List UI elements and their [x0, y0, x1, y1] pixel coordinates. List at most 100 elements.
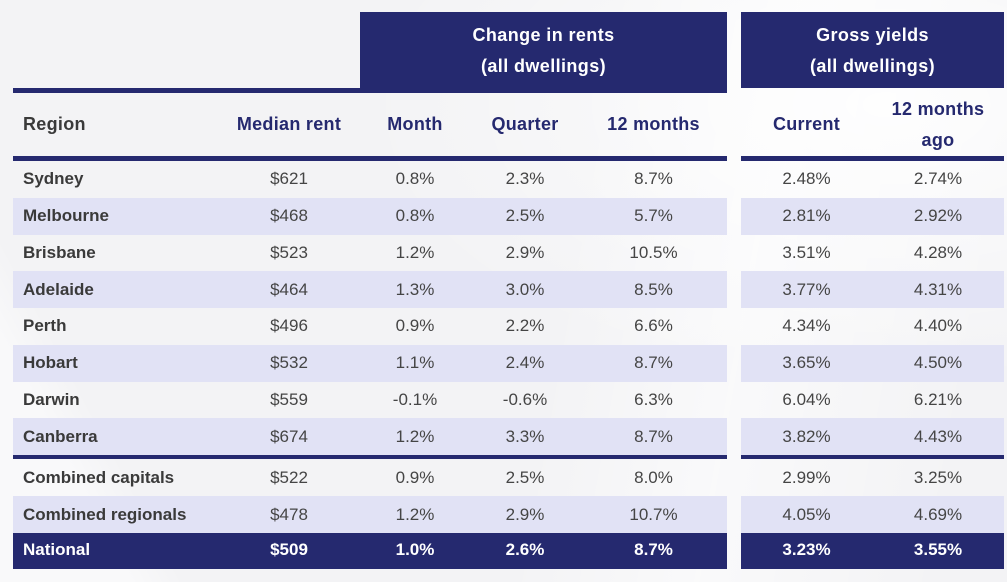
current-yield-cell: 3.23% [782, 540, 831, 559]
month-change-cell: 0.9% [395, 467, 435, 487]
current-yield-cell: 3.77% [782, 279, 831, 299]
quarter-change-cell: 3.0% [505, 279, 545, 299]
twelve-month-change-cell: 8.7% [634, 540, 673, 559]
table-row: Combined capitals $522 0.9% 2.5% 8.0% 2.99% 3.… [0, 459, 1007, 496]
twelve-month-change-cell: 5.7% [634, 206, 673, 226]
region-cell: Melbourne [23, 206, 109, 226]
region-cell: Sydney [23, 169, 84, 189]
header-top-rule [0, 88, 1007, 93]
table-body: Sydney $621 0.8% 2.3% 8.7% 2.48% 2.74% Melbourn… [0, 161, 1007, 569]
column-header-row: Region Median rent Month Quarter 12 mont… [0, 93, 1007, 161]
year-ago-yield-cell: 4.43% [913, 426, 963, 446]
quarter-change-cell: 2.2% [505, 316, 545, 336]
current-yield-cell: 4.05% [782, 504, 831, 524]
quarter-change-cell: 2.4% [505, 353, 545, 373]
gross-yields-title: Gross yields [816, 24, 929, 45]
section-divider-rule-right [741, 455, 1004, 459]
quarter-change-cell: 3.3% [505, 426, 545, 446]
region-cell: Combined regionals [23, 504, 187, 524]
gross-yields-subtitle: (all dwellings) [809, 55, 935, 76]
twelve-months-column-header: 12 months [607, 114, 700, 134]
column-headers-left: Region Median rent Month Quarter 12 mont… [13, 93, 727, 161]
twelve-month-change-cell: 10.5% [629, 242, 678, 262]
quarter-change-cell: 2.6% [505, 540, 545, 559]
current-yield-cell: 6.04% [782, 389, 831, 409]
twelve-month-change-cell: 8.0% [634, 467, 673, 487]
table-row: Melbourne $468 0.8% 2.5% 5.7% 2.81% 2.92% [0, 197, 1007, 235]
year-ago-yield-cell: 6.21% [913, 389, 963, 409]
month-change-cell: 1.2% [395, 426, 435, 446]
median-rent-cell: $509 [270, 540, 308, 559]
group-header-row: Change in rents (all dwellings) Gross yi… [0, 12, 1007, 88]
quarter-column-header: Quarter [491, 114, 559, 134]
year-ago-yield-cell: 2.92% [913, 206, 963, 226]
region-cell: Hobart [23, 353, 78, 373]
median-rent-cell: $559 [270, 389, 308, 409]
current-yield-cell: 2.81% [782, 206, 831, 226]
region-cell: Darwin [23, 389, 80, 409]
current-yield-column-header: Current [772, 114, 841, 134]
year-ago-yield-cell: 4.69% [913, 504, 963, 524]
banner-spacer [0, 12, 360, 88]
quarter-change-cell: 2.5% [505, 467, 545, 487]
year-ago-yield-cell: 3.25% [913, 467, 963, 487]
quarter-change-cell: 2.9% [505, 242, 545, 262]
month-change-cell: 0.8% [395, 169, 435, 189]
quarter-change-cell: 2.5% [505, 206, 545, 226]
month-column-header: Month [387, 114, 443, 134]
table-row: Combined regionals $478 1.2% 2.9% 10.7% 4.05%… [0, 496, 1007, 533]
median-rent-cell: $478 [270, 504, 308, 524]
current-yield-cell: 3.65% [782, 353, 831, 373]
twelve-month-change-cell: 8.5% [634, 279, 673, 299]
year-ago-yield-cell: 3.55% [913, 540, 963, 559]
month-change-cell: 1.3% [395, 279, 435, 299]
year-ago-yield-column-header: 12 months ago [891, 98, 985, 150]
median-rent-cell: $468 [270, 206, 308, 226]
bottom-rule-left [13, 567, 727, 569]
table-row: Darwin $559 -0.1% -0.6% 6.3% 6.04% 6.21% [0, 382, 1007, 419]
twelve-month-change-cell: 8.7% [634, 169, 673, 189]
region-cell: Brisbane [23, 242, 96, 262]
section-divider-rule [0, 455, 1007, 459]
region-cell: Combined capitals [23, 467, 175, 487]
current-yield-cell: 3.51% [782, 242, 831, 262]
region-column-header: Region [23, 114, 86, 134]
region-cell: Adelaide [23, 279, 94, 299]
current-yield-cell: 4.34% [782, 316, 831, 336]
region-cell: Perth [23, 316, 67, 336]
table-row: National $509 1.0% 2.6% 8.7% 3.23% 3.55% [0, 533, 1007, 567]
quarter-change-cell: -0.6% [502, 389, 548, 409]
column-headers-right: Current 12 months ago [741, 93, 1004, 161]
header-top-rule-left [13, 88, 727, 93]
median-rent-cell: $532 [270, 353, 308, 373]
change-in-rents-banner: Change in rents (all dwellings) [360, 12, 727, 88]
median-rent-cell: $523 [270, 242, 308, 262]
bottom-rule-right [741, 567, 1004, 569]
table-row: Hobart $532 1.1% 2.4% 8.7% 3.65% 4.50% [0, 344, 1007, 382]
year-ago-yield-cell: 2.74% [913, 169, 963, 189]
gross-yields-banner: Gross yields (all dwellings) [741, 12, 1004, 88]
region-cell: Canberra [23, 426, 98, 446]
current-yield-cell: 2.99% [782, 467, 831, 487]
median-rent-cell: $674 [270, 426, 308, 446]
quarter-change-cell: 2.9% [505, 504, 545, 524]
twelve-month-change-cell: 8.7% [634, 426, 673, 446]
year-ago-yield-cell: 4.28% [913, 242, 963, 262]
twelve-month-change-cell: 8.7% [634, 353, 673, 373]
median-rent-cell: $621 [270, 169, 308, 189]
twelve-month-change-cell: 6.6% [634, 316, 673, 336]
year-ago-yield-cell: 4.50% [913, 353, 963, 373]
column-group-gap [727, 12, 741, 88]
month-change-cell: 1.0% [395, 540, 435, 559]
month-change-cell: 1.2% [395, 504, 435, 524]
table-row: Sydney $621 0.8% 2.3% 8.7% 2.48% 2.74% [0, 161, 1007, 198]
month-change-cell: 1.2% [395, 242, 435, 262]
section-divider-rule-left [13, 455, 727, 459]
current-yield-cell: 3.82% [782, 426, 831, 446]
table-row: Adelaide $464 1.3% 3.0% 8.5% 3.77% 4.31% [0, 271, 1007, 308]
median-rent-cell: $464 [270, 279, 308, 299]
month-change-cell: 0.9% [395, 316, 435, 336]
twelve-month-change-cell: 6.3% [634, 389, 673, 409]
table-row: Brisbane $523 1.2% 2.9% 10.5% 3.51% 4.28% [0, 235, 1007, 272]
